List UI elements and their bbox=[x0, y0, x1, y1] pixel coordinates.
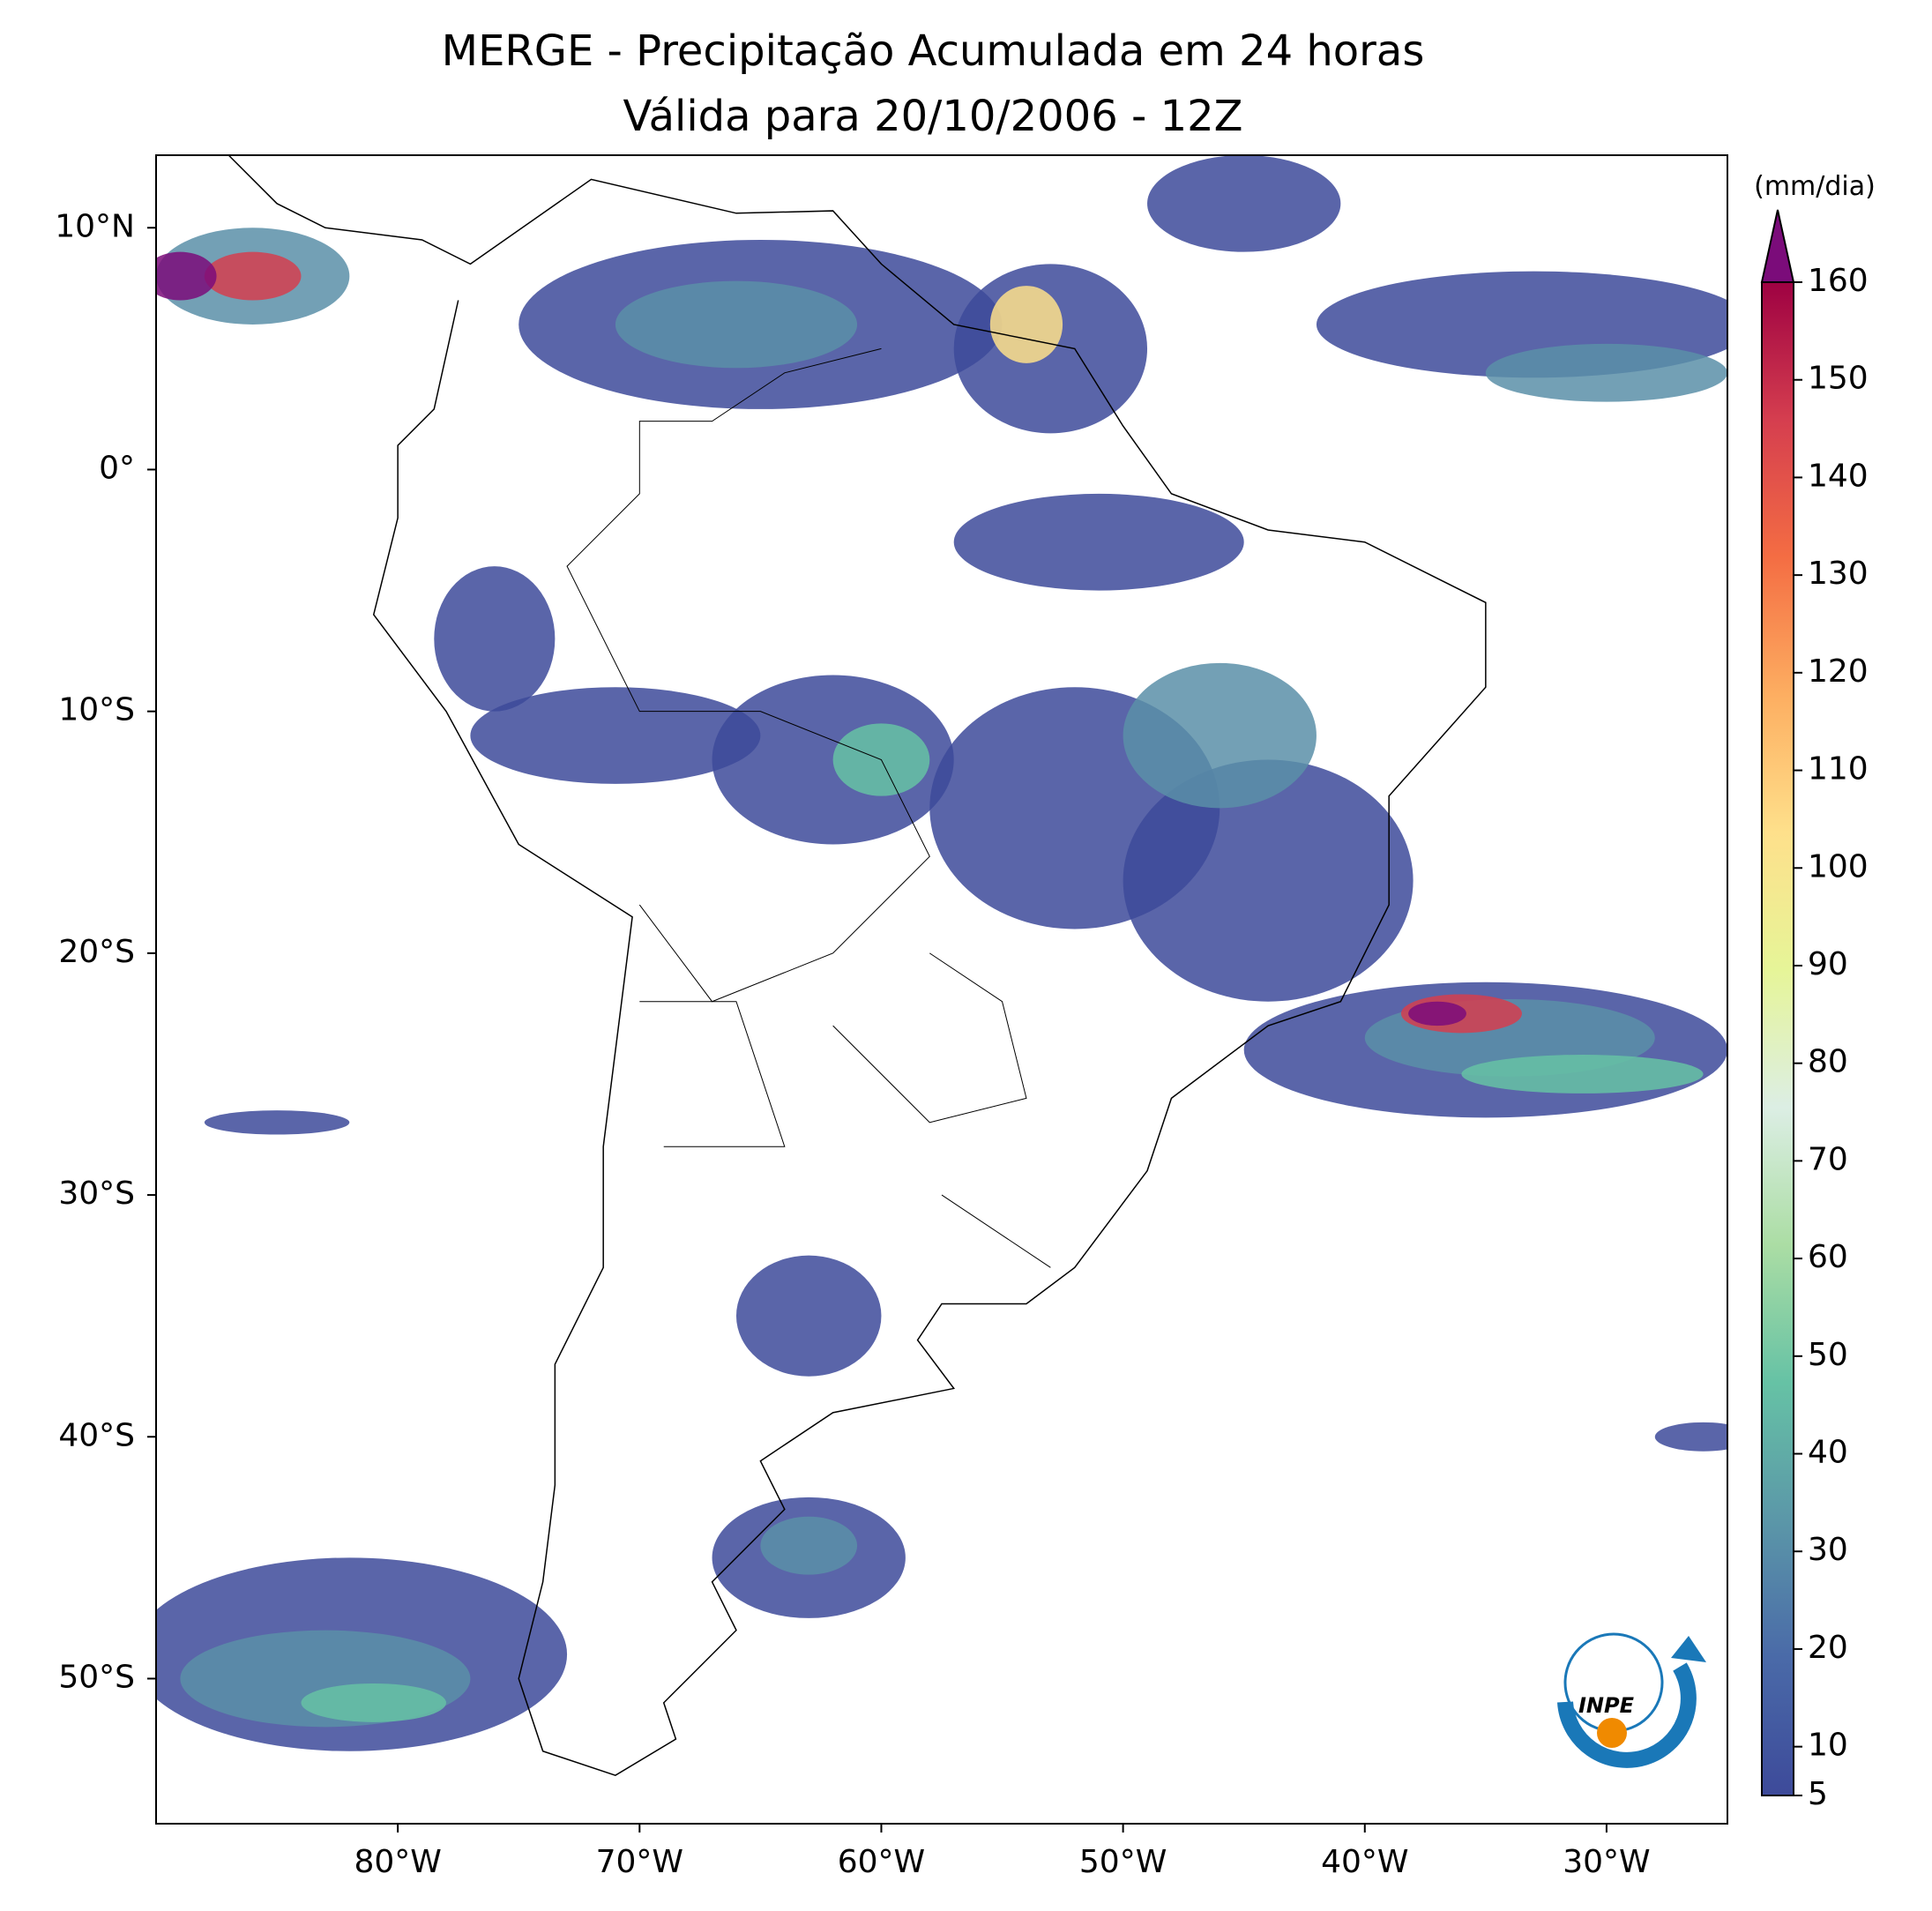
precip-area bbox=[735, 1255, 882, 1377]
border-line bbox=[566, 347, 930, 1003]
y-tick-label: 10°N bbox=[55, 208, 135, 244]
logo-arrow bbox=[1671, 1636, 1706, 1662]
colorbar-extend bbox=[1760, 209, 1795, 283]
x-tick-label: 40°W bbox=[1321, 1844, 1408, 1880]
x-tick-label: 50°W bbox=[1079, 1844, 1167, 1880]
logo: INPE bbox=[1557, 1632, 1706, 1768]
precip-area bbox=[1408, 1001, 1466, 1026]
y-tick-label: 0° bbox=[99, 450, 135, 486]
logo-dot bbox=[1597, 1718, 1627, 1748]
map-title: MERGE - Precipitação Acumulada em 24 hor… bbox=[442, 26, 1425, 76]
y-tick-label: 10°S bbox=[58, 692, 135, 728]
y-tick-label: 50°S bbox=[58, 1659, 135, 1695]
coastline bbox=[226, 155, 1487, 1776]
logo-text: INPE bbox=[1578, 1693, 1635, 1718]
precip-area bbox=[156, 251, 217, 301]
precip-area bbox=[1147, 155, 1341, 252]
precip-area bbox=[1654, 1422, 1727, 1452]
precip-area bbox=[615, 280, 858, 369]
colorbar-tick-label: 20 bbox=[1808, 1630, 1848, 1666]
colorbar-tick-label: 120 bbox=[1808, 653, 1869, 690]
precip-area bbox=[434, 566, 556, 712]
precip-area bbox=[204, 251, 302, 301]
colorbar-tick-label: 140 bbox=[1808, 458, 1869, 494]
border-line bbox=[639, 1001, 786, 1147]
x-tick-label: 80°W bbox=[354, 1844, 441, 1880]
colorbar-tick-label: 80 bbox=[1808, 1044, 1848, 1080]
colorbar-tick-label: 5 bbox=[1808, 1776, 1828, 1812]
colorbar bbox=[1761, 281, 1794, 1796]
colorbar-tick-label: 30 bbox=[1808, 1532, 1848, 1568]
colorbar-tick-label: 110 bbox=[1808, 751, 1869, 788]
precip-area bbox=[760, 1516, 858, 1575]
border-line bbox=[832, 952, 1027, 1123]
colorbar-tick-label: 10 bbox=[1808, 1728, 1848, 1764]
logo-arc bbox=[1557, 1662, 1697, 1768]
precip-area bbox=[1123, 662, 1317, 809]
colorbar-label: (mm/dia) bbox=[1754, 171, 1876, 202]
precip-area bbox=[953, 493, 1244, 591]
border-line bbox=[941, 1194, 1051, 1268]
precip-area bbox=[1123, 759, 1414, 1002]
colorbar-tick-label: 150 bbox=[1808, 361, 1869, 397]
y-tick-label: 20°S bbox=[58, 934, 135, 970]
colorbar-tick-label: 160 bbox=[1808, 263, 1869, 299]
colorbar-tick-label: 90 bbox=[1808, 946, 1848, 982]
colorbar-tick-label: 60 bbox=[1808, 1239, 1848, 1275]
map-frame bbox=[155, 154, 1728, 1825]
x-tick-label: 30°W bbox=[1563, 1844, 1650, 1880]
y-tick-label: 40°S bbox=[58, 1417, 135, 1453]
x-tick-label: 60°W bbox=[838, 1844, 925, 1880]
colorbar-tick-label: 100 bbox=[1808, 848, 1869, 885]
colorbar-tick-label: 40 bbox=[1808, 1435, 1848, 1471]
precip-area bbox=[989, 286, 1063, 363]
x-tick-label: 70°W bbox=[596, 1844, 683, 1880]
y-tick-label: 30°S bbox=[58, 1176, 135, 1212]
map-area bbox=[156, 155, 1727, 1776]
map-subtitle: Válida para 20/10/2006 - 12Z bbox=[623, 92, 1242, 141]
precip-area bbox=[204, 1110, 350, 1135]
precip-area bbox=[301, 1683, 446, 1722]
colorbar-tick-label: 50 bbox=[1808, 1337, 1848, 1373]
colorbar-tick-label: 70 bbox=[1808, 1141, 1848, 1177]
precip-area bbox=[1485, 343, 1727, 402]
precip-area bbox=[1461, 1055, 1704, 1094]
colorbar-tick-label: 130 bbox=[1808, 556, 1869, 592]
